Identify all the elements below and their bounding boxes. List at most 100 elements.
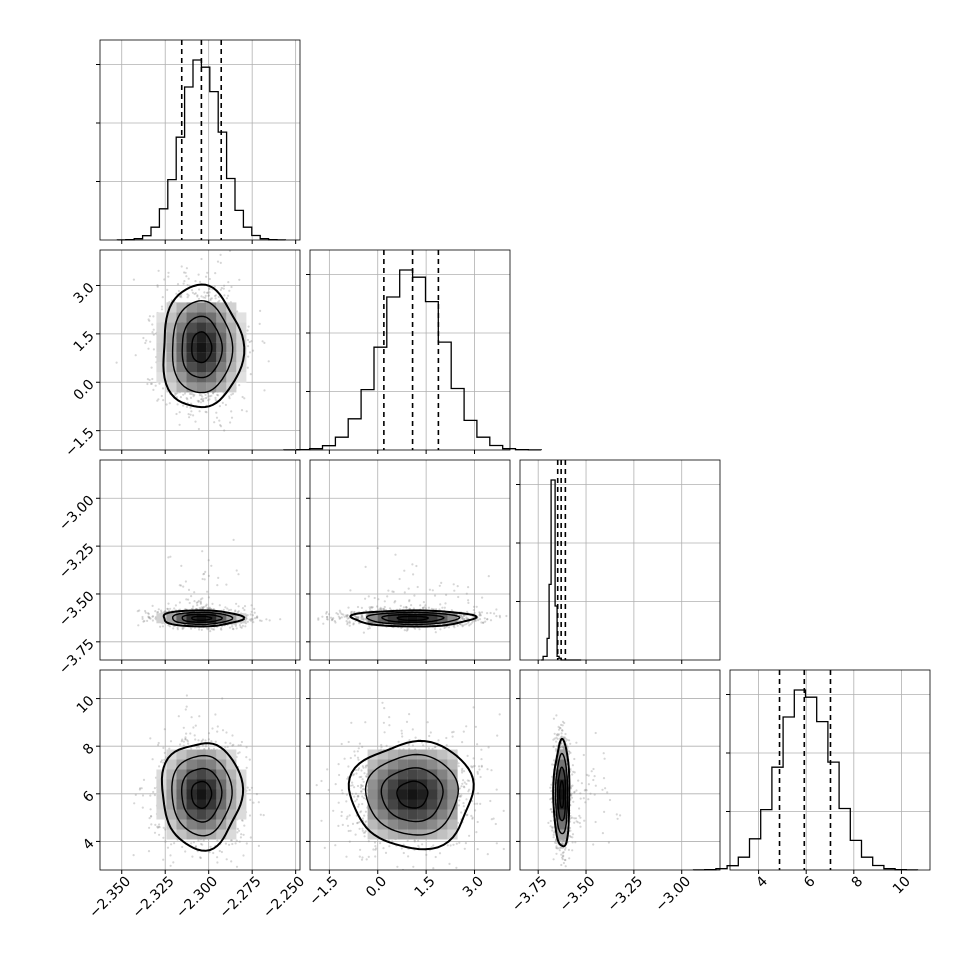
sample-point xyxy=(204,394,206,396)
sample-point xyxy=(457,625,459,627)
sample-point xyxy=(181,846,183,848)
sample-point xyxy=(213,628,215,630)
sample-point xyxy=(199,856,201,858)
sample-point xyxy=(211,727,213,729)
sample-point xyxy=(152,605,154,607)
scatter-panel-2-1 xyxy=(301,460,510,664)
sample-point xyxy=(197,739,199,741)
sample-point xyxy=(247,339,249,341)
sample-point xyxy=(251,611,253,613)
sample-point xyxy=(220,254,222,256)
sample-point xyxy=(205,411,207,413)
sample-point xyxy=(217,261,219,263)
sample-point xyxy=(205,295,207,297)
sample-point xyxy=(212,852,214,854)
sample-point xyxy=(221,287,223,289)
scatter-panel-2-0 xyxy=(96,460,300,664)
sample-point xyxy=(215,412,217,414)
sample-point xyxy=(407,627,409,629)
sample-point xyxy=(238,279,240,281)
density-cell xyxy=(176,372,186,382)
sample-point xyxy=(216,856,218,858)
sample-point xyxy=(326,616,328,618)
sample-point xyxy=(145,340,147,342)
sample-point xyxy=(230,609,232,611)
sample-point xyxy=(339,611,341,613)
sample-point xyxy=(223,288,225,290)
sample-point xyxy=(351,611,353,613)
sample-point xyxy=(172,627,174,629)
sample-point xyxy=(162,399,164,401)
sample-point xyxy=(245,756,247,758)
sample-point xyxy=(432,589,434,591)
sample-point xyxy=(206,292,208,294)
sample-point xyxy=(349,589,351,591)
sample-point xyxy=(200,394,202,396)
sample-point xyxy=(180,396,182,398)
density-cell xyxy=(196,302,206,312)
sample-point xyxy=(152,615,154,617)
sample-point xyxy=(363,632,365,634)
sample-point xyxy=(424,604,426,606)
sample-point xyxy=(157,611,159,613)
sample-point xyxy=(187,284,189,286)
sample-point xyxy=(226,858,228,860)
sample-point xyxy=(236,569,238,571)
density-cell xyxy=(176,352,186,362)
sample-point xyxy=(160,610,162,612)
sample-point xyxy=(162,625,164,627)
sample-point xyxy=(183,271,185,273)
sample-point xyxy=(193,591,195,593)
sample-point xyxy=(210,628,212,630)
sample-point xyxy=(184,392,186,394)
sample-point xyxy=(459,619,461,621)
sample-point xyxy=(227,281,229,283)
sample-point xyxy=(161,306,163,308)
sample-point xyxy=(301,622,303,624)
sample-point xyxy=(198,274,200,276)
sample-point xyxy=(252,350,254,352)
sample-point xyxy=(174,392,176,394)
sample-point xyxy=(423,601,425,603)
sample-point xyxy=(214,285,216,287)
sample-point xyxy=(198,288,200,290)
sample-point xyxy=(153,334,155,336)
sample-point xyxy=(205,605,207,607)
sample-point xyxy=(386,595,388,597)
sample-point xyxy=(403,570,405,572)
sample-point xyxy=(183,280,185,282)
sample-point xyxy=(480,614,482,616)
sample-point xyxy=(190,222,192,224)
sample-point xyxy=(241,627,243,629)
sample-point xyxy=(249,799,251,801)
sample-point xyxy=(251,787,253,789)
sample-point xyxy=(149,795,151,797)
sample-point xyxy=(263,389,265,391)
sample-point xyxy=(149,737,151,739)
sample-point xyxy=(169,854,171,856)
sample-point xyxy=(151,383,153,385)
sample-point xyxy=(158,270,160,272)
sample-point xyxy=(466,593,468,595)
density-cell xyxy=(196,362,206,372)
sample-point xyxy=(361,615,363,617)
sample-point xyxy=(198,746,200,748)
sample-point xyxy=(179,584,181,586)
sample-point xyxy=(148,613,150,615)
sample-point xyxy=(154,824,156,826)
sample-point xyxy=(258,845,260,847)
sample-point xyxy=(243,609,245,611)
sample-point xyxy=(408,588,410,590)
sample-point xyxy=(149,315,151,317)
sample-point xyxy=(249,814,251,816)
sample-point xyxy=(158,608,160,610)
sample-point xyxy=(417,586,419,588)
sample-point xyxy=(418,628,420,630)
sample-point xyxy=(238,610,240,612)
sample-point xyxy=(384,606,386,608)
sample-point xyxy=(279,618,281,620)
sample-point xyxy=(164,752,166,754)
sample-point xyxy=(247,367,249,369)
sample-point xyxy=(224,606,226,608)
sample-point xyxy=(473,606,475,608)
